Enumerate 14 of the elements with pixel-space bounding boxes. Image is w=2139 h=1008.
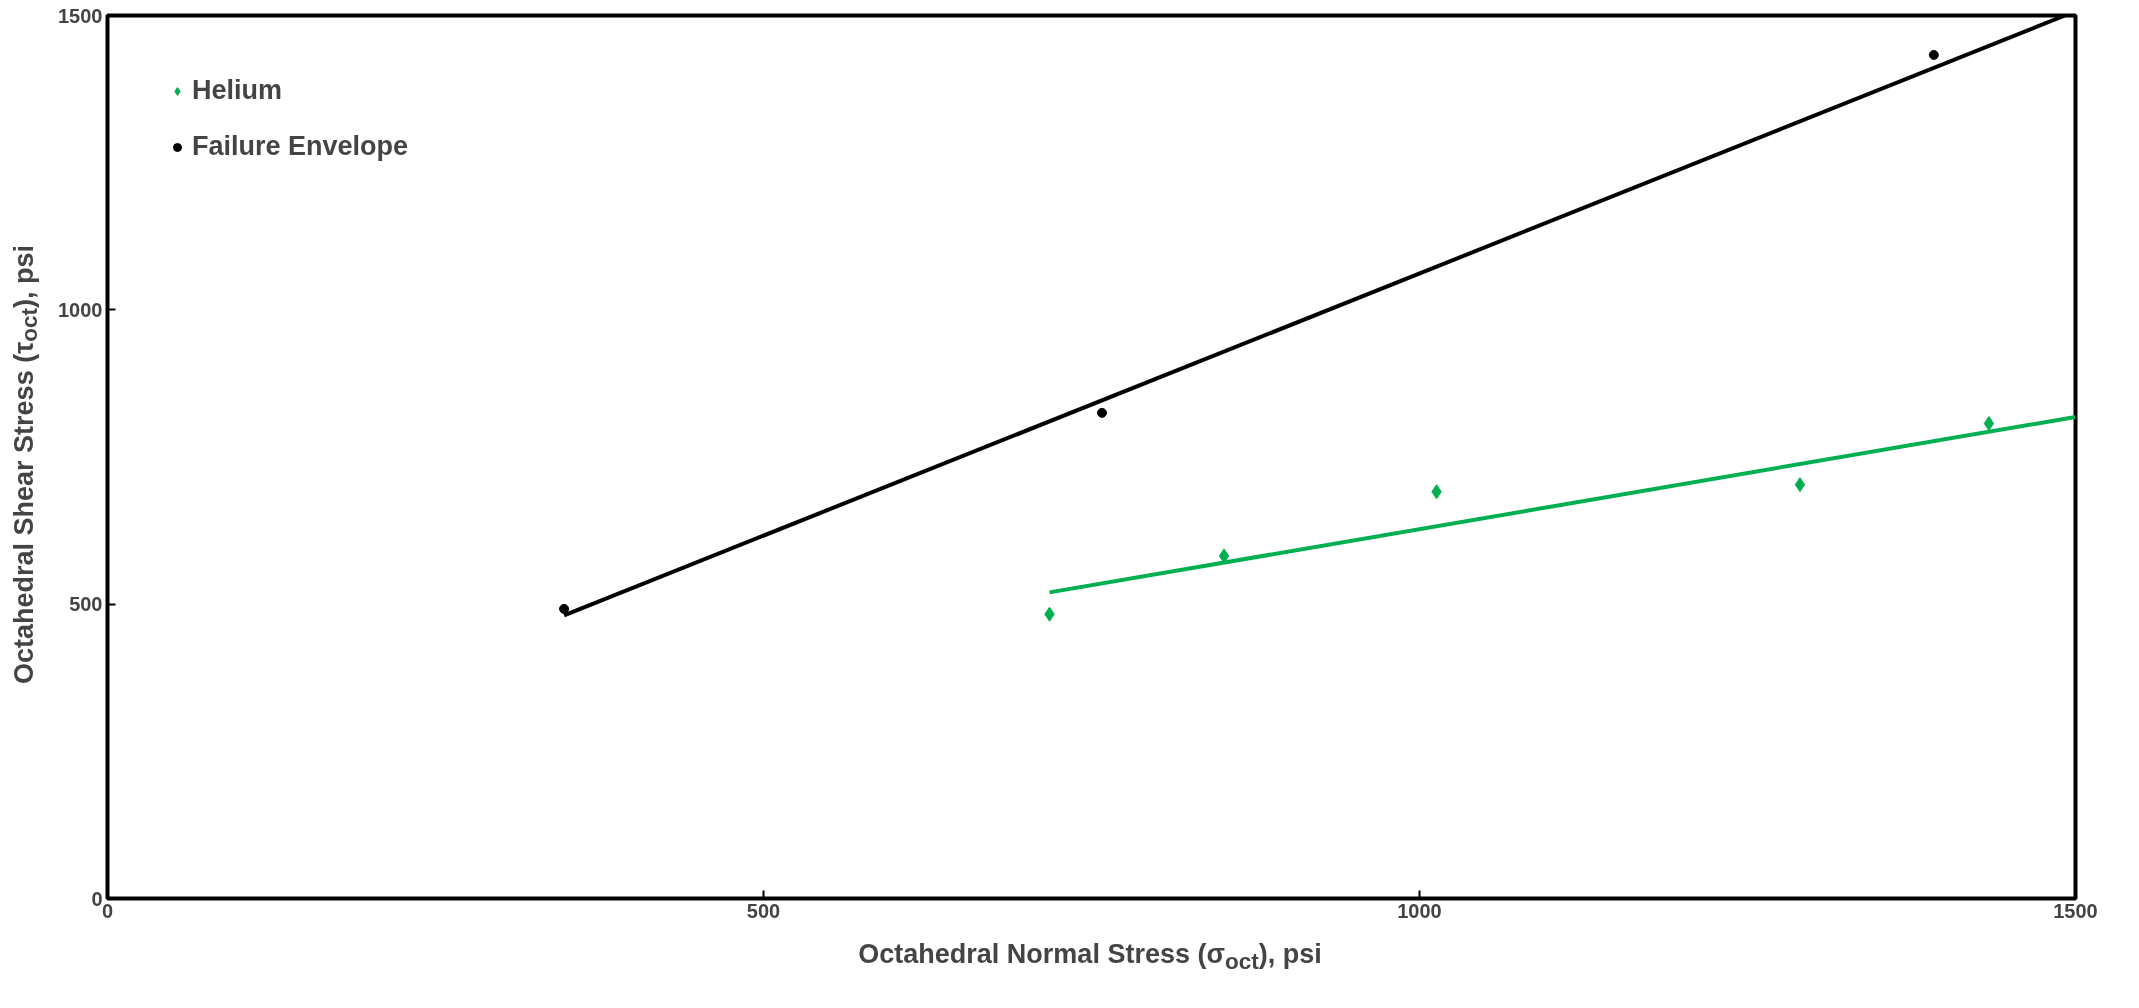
x-tick-label: 500 [746, 899, 781, 922]
y-tick-label: 1000 [58, 298, 103, 321]
y-tick-label: 1500 [58, 4, 103, 27]
x-tick-label: 1000 [1397, 899, 1442, 922]
point [1983, 415, 1995, 431]
point [1097, 407, 1107, 418]
y-tick-label: 500 [69, 593, 103, 616]
x-axis-title: Octahedral Normal Stress (σ$_{oct}$), psi [857, 938, 1323, 977]
point [1794, 477, 1806, 493]
point [1928, 49, 1939, 60]
legend-label: Failure Envelope [192, 131, 409, 162]
legend-label: Helium [192, 75, 283, 106]
point [559, 603, 570, 614]
x-tick-label: 1500 [2053, 899, 2098, 922]
